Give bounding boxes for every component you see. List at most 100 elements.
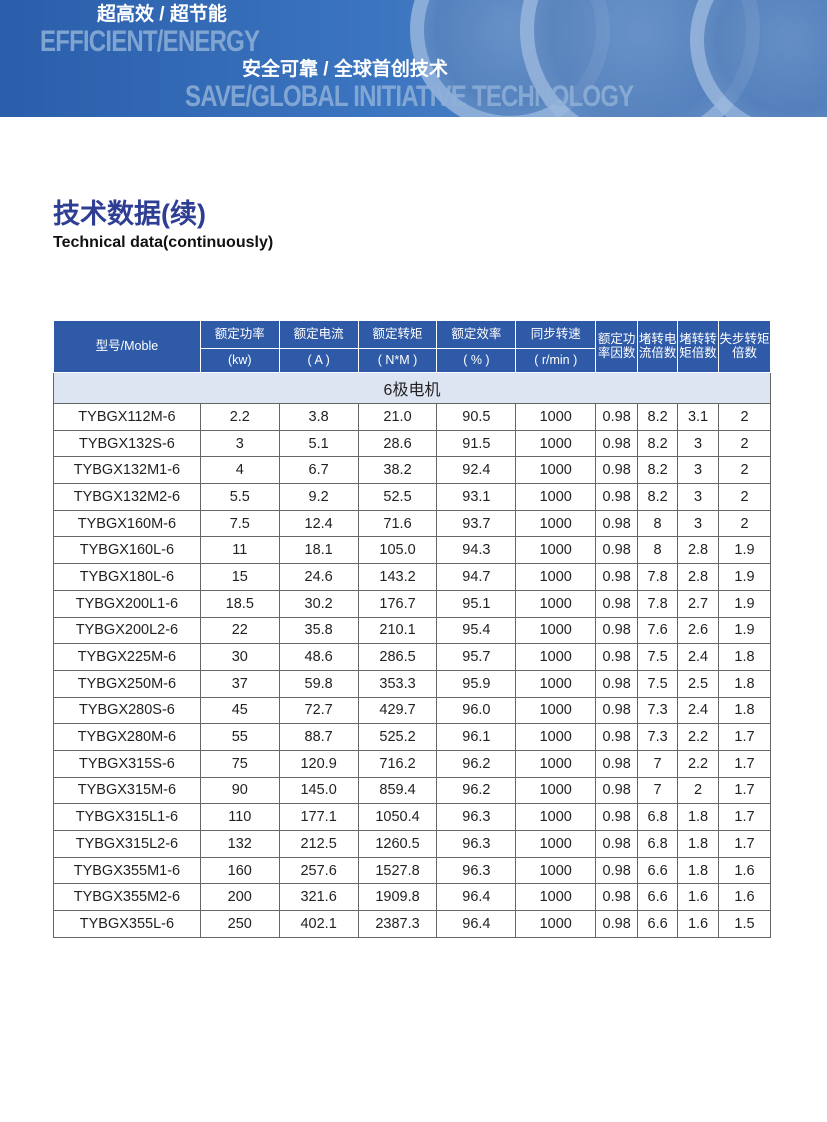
value-cell: 96.3 (436, 830, 517, 858)
value-cell: 5.1 (278, 429, 359, 458)
value-cell: 96.3 (436, 803, 517, 831)
value-cell: 55 (199, 723, 280, 751)
value-cell: 3 (677, 509, 719, 538)
value-cell: 1000 (515, 776, 597, 805)
value-cell: 30.2 (278, 589, 359, 618)
value-cell: 88.7 (278, 723, 359, 751)
value-cell: 1000 (515, 830, 597, 858)
value-cell: 94.3 (436, 536, 517, 565)
header-power: 额定功率 (199, 320, 280, 349)
model-cell: TYBGX200L2-6 (53, 616, 201, 645)
page-title: 技术数据(续) (53, 199, 206, 229)
table-row: TYBGX280M-6 55 88.7 525.2 96.1 1000 0.98 7.3 2.2… (53, 723, 771, 751)
value-cell: 3 (677, 429, 719, 458)
fan-image (690, 0, 827, 117)
value-cell: 1.7 (718, 723, 771, 751)
value-cell: 95.7 (436, 643, 517, 671)
value-cell: 21.0 (357, 403, 438, 431)
unit-power: (kw) (199, 348, 280, 373)
model-cell: TYBGX180L-6 (53, 563, 201, 591)
value-cell: 353.3 (357, 669, 438, 698)
table-row: TYBGX315L2-6 132 212.5 1260.5 96.3 1000 0.98 6.… (53, 830, 771, 858)
model-cell: TYBGX200L1-6 (53, 589, 201, 618)
value-cell: 8.2 (637, 483, 679, 511)
value-cell: 75 (199, 749, 280, 778)
table-row: TYBGX315M-6 90 145.0 859.4 96.2 1000 0.98 7 2 1.7 (53, 776, 771, 805)
value-cell: 143.2 (357, 563, 438, 591)
value-cell: 1000 (515, 563, 597, 591)
value-cell: 1000 (515, 536, 597, 565)
value-cell: 1.8 (677, 830, 719, 858)
model-cell: TYBGX315L1-6 (53, 803, 201, 831)
value-cell: 0.98 (595, 643, 639, 671)
value-cell: 8.2 (637, 456, 679, 485)
value-cell: 3.1 (677, 403, 719, 431)
value-cell: 0.98 (595, 456, 639, 485)
table-row: TYBGX355L-6 250 402.1 2387.3 96.4 1000 0.98 6.6… (53, 910, 771, 938)
value-cell: 15 (199, 563, 280, 591)
value-cell: 1000 (515, 643, 597, 671)
banner-cn-2: 安全可靠 / 全球首创技术 (242, 59, 448, 80)
value-cell: 1.8 (718, 643, 771, 671)
header-efficiency: 额定效率 (436, 320, 517, 349)
value-cell: 1.6 (677, 910, 719, 938)
value-cell: 7.5 (199, 509, 280, 538)
value-cell: 3 (677, 483, 719, 511)
value-cell: 1.8 (677, 803, 719, 831)
value-cell: 8 (637, 536, 679, 565)
value-cell: 90.5 (436, 403, 517, 431)
value-cell: 200 (199, 883, 280, 912)
value-cell: 1.9 (718, 589, 771, 618)
value-cell: 716.2 (357, 749, 438, 778)
value-cell: 177.1 (278, 803, 359, 831)
value-cell: 286.5 (357, 643, 438, 671)
table-row: TYBGX160L-6 11 18.1 105.0 94.3 1000 0.98 8 2.8 1.… (53, 536, 771, 565)
model-cell: TYBGX315L2-6 (53, 830, 201, 858)
value-cell: 2 (718, 483, 771, 511)
value-cell: 1527.8 (357, 856, 438, 885)
value-cell: 95.1 (436, 589, 517, 618)
value-cell: 132 (199, 830, 280, 858)
table-row: TYBGX200L1-6 18.5 30.2 176.7 95.1 1000 0.98 7.8… (53, 589, 771, 618)
table-row: TYBGX112M-6 2.2 3.8 21.0 90.5 1000 0.98 8.2 3.1 2 (53, 403, 771, 431)
value-cell: 2 (677, 776, 719, 805)
value-cell: 1.7 (718, 749, 771, 778)
section-label: 6极电机 (53, 372, 771, 404)
value-cell: 3 (199, 429, 280, 458)
technical-data-table: 型号/Moble 额定功率 额定电流 额定转矩 额定效率 同步转速 额定功率因数… (53, 320, 771, 938)
value-cell: 0.98 (595, 509, 639, 538)
value-cell: 7 (637, 749, 679, 778)
value-cell: 0.98 (595, 910, 639, 938)
model-cell: TYBGX355L-6 (53, 910, 201, 938)
table-row: TYBGX315S-6 75 120.9 716.2 96.2 1000 0.98 7 2.2 1… (53, 749, 771, 778)
model-cell: TYBGX280M-6 (53, 723, 201, 751)
value-cell: 95.4 (436, 616, 517, 645)
value-cell: 93.7 (436, 509, 517, 538)
value-cell: 1.8 (718, 669, 771, 698)
value-cell: 1.7 (718, 830, 771, 858)
value-cell: 402.1 (278, 910, 359, 938)
value-cell: 7.8 (637, 589, 679, 618)
model-cell: TYBGX160L-6 (53, 536, 201, 565)
value-cell: 1000 (515, 723, 597, 751)
value-cell: 1000 (515, 509, 597, 538)
value-cell: 321.6 (278, 883, 359, 912)
value-cell: 96.0 (436, 696, 517, 725)
value-cell: 28.6 (357, 429, 438, 458)
table-row: TYBGX355M1-6 160 257.6 1527.8 96.3 1000 0.98 6.… (53, 856, 771, 885)
value-cell: 2.2 (677, 723, 719, 751)
value-cell: 37 (199, 669, 280, 698)
value-cell: 1000 (515, 696, 597, 725)
table-row: TYBGX280S-6 45 72.7 429.7 96.0 1000 0.98 7.3 2.4… (53, 696, 771, 725)
value-cell: 429.7 (357, 696, 438, 725)
table-row: TYBGX132M1-6 4 6.7 38.2 92.4 1000 0.98 8.2 3 2 (53, 456, 771, 485)
model-cell: TYBGX112M-6 (53, 403, 201, 431)
header-model: 型号/Moble (53, 320, 201, 373)
value-cell: 2.2 (199, 403, 280, 431)
value-cell: 6.8 (637, 830, 679, 858)
value-cell: 11 (199, 536, 280, 565)
value-cell: 2387.3 (357, 910, 438, 938)
model-cell: TYBGX132S-6 (53, 429, 201, 458)
unit-current: ( A ) (278, 348, 359, 373)
value-cell: 1.8 (677, 856, 719, 885)
